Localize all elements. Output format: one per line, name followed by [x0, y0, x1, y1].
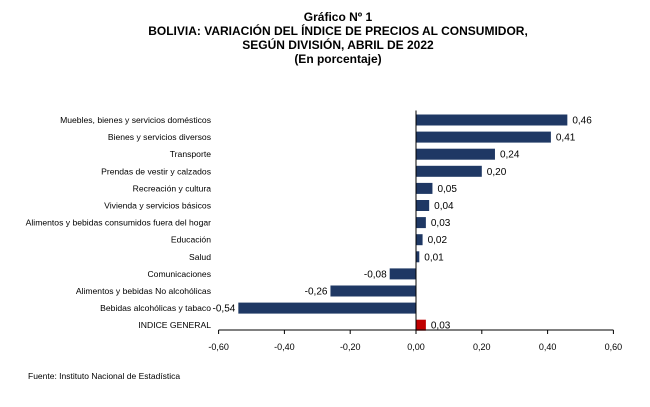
bar-bienes-y-servicios-diversos — [416, 131, 551, 143]
x-tick-label-3: 0,00 — [407, 342, 425, 352]
bar-recreacion-y-cultura — [416, 182, 433, 194]
category-label-educacion: Educación — [171, 235, 211, 245]
category-label-muebles-bienes-y-servicios-domesticos: Muebles, bienes y servicios domésticos — [60, 115, 211, 125]
bar-muebles-bienes-y-servicios-domesticos — [416, 114, 568, 126]
value-label-vivienda-y-servicios-basicos: 0,04 — [434, 201, 454, 212]
value-label-comunicaciones: -0,08 — [364, 269, 387, 280]
bar-educacion — [416, 234, 423, 246]
x-tick-label-6: 0,60 — [605, 342, 623, 352]
source-note: Fuente: Instituto Nacional de Estadístic… — [28, 371, 181, 381]
bar-alimentos-y-bebidas-consumidos-fuera-del-hogar — [416, 217, 426, 229]
value-label-alimentos-y-bebidas-no-alcoholicas: -0,26 — [305, 287, 328, 298]
labels-layer: Muebles, bienes y servicios domésticos 0,… — [26, 115, 593, 332]
category-label-alimentos-y-bebidas-no-alcoholicas: Alimentos y bebidas No alcohólicas — [76, 286, 211, 296]
bars-layer — [238, 114, 568, 331]
bar-vivienda-y-servicios-basicos — [416, 200, 430, 211]
category-label-recreacion-y-cultura: Recreación y cultura — [133, 183, 212, 193]
bar-prendas-de-vestir-y-calzados — [416, 165, 482, 177]
value-label-prendas-de-vestir-y-calzados: 0,20 — [487, 167, 507, 178]
value-label-bienes-y-servicios-diversos: 0,41 — [556, 133, 576, 144]
value-label-muebles-bienes-y-servicios-domesticos: 0,46 — [572, 116, 592, 127]
value-label-transporte: 0,24 — [500, 150, 520, 161]
bar-indice-general — [416, 319, 426, 331]
bar-alimentos-y-bebidas-no-alcoholicas — [330, 285, 416, 297]
x-tick-label-2: -0,20 — [340, 342, 361, 352]
value-label-alimentos-y-bebidas-consumidos-fuera-del-hogar: 0,03 — [431, 218, 451, 229]
category-label-alimentos-y-bebidas-consumidos-fuera-del-hogar: Alimentos y bebidas consumidos fuera del… — [26, 218, 211, 228]
bar-bebidas-alcoholicas-y-tabaco — [238, 302, 416, 314]
chart-title-line-2: SEGÚN DIVISIÓN, ABRIL DE 2022 — [242, 38, 434, 52]
x-tick-label-0: -0,60 — [208, 342, 229, 352]
chart-title-block: Gráfico Nº 1 BOLIVIA: VARIACIÓN DEL ÍNDI… — [0, 10, 650, 66]
bar-transporte — [416, 148, 495, 160]
category-label-bienes-y-servicios-diversos: Bienes y servicios diversos — [108, 132, 211, 142]
category-label-prendas-de-vestir-y-calzados: Prendas de vestir y calzados — [101, 166, 211, 176]
category-label-indice-general: INDICE GENERAL — [138, 320, 211, 330]
axis-layer: -0,60 -0,40 -0,20 0,00 0,20 0,40 0,60 — [208, 110, 623, 352]
category-label-vivienda-y-servicios-basicos: Vivienda y servicios básicos — [104, 201, 211, 211]
bar-salud — [416, 251, 420, 263]
chart-title-line-1: BOLIVIA: VARIACIÓN DEL ÍNDICE DE PRECIOS… — [148, 24, 528, 38]
bar-comunicaciones — [389, 268, 416, 280]
value-label-bebidas-alcoholicas-y-tabaco: -0,54 — [213, 304, 236, 315]
value-label-salud: 0,01 — [424, 252, 444, 263]
value-label-recreacion-y-cultura: 0,05 — [437, 184, 457, 195]
x-tick-label-1: -0,40 — [274, 342, 295, 352]
x-tick-label-4: 0,20 — [473, 342, 491, 352]
chart-subtitle: (En porcentaje) — [294, 52, 382, 66]
category-label-comunicaciones: Comunicaciones — [147, 269, 211, 279]
x-tick-label-5: 0,40 — [539, 342, 557, 352]
category-label-salud: Salud — [189, 252, 211, 262]
category-label-transporte: Transporte — [170, 149, 211, 159]
value-label-indice-general: 0,03 — [431, 321, 451, 332]
graphic-number-label: Gráfico Nº 1 — [303, 10, 373, 24]
category-label-bebidas-alcoholicas-y-tabaco: Bebidas alcohólicas y tabaco — [100, 303, 211, 313]
value-label-educacion: 0,02 — [428, 235, 448, 246]
